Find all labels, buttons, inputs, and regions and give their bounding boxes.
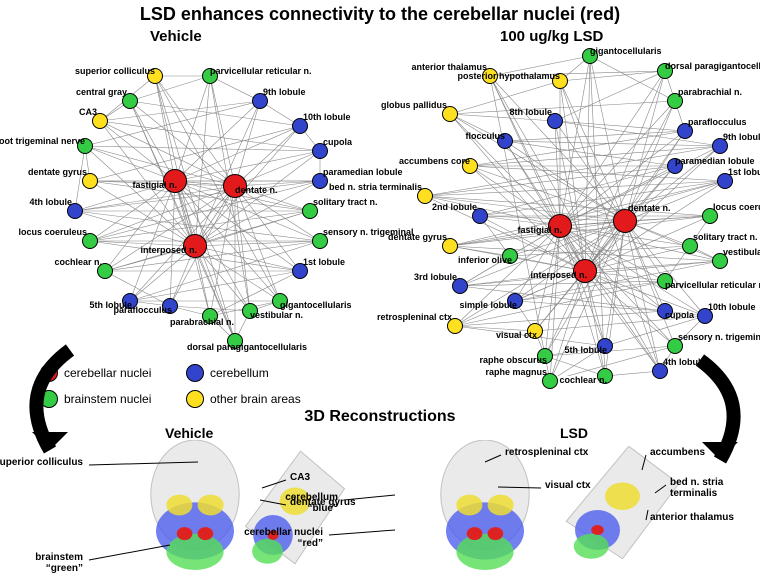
leader-line [0,0,760,583]
recon-label: anterior thalamus [650,512,734,523]
